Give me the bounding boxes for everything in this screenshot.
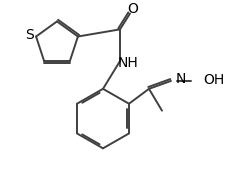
Text: OH: OH [203, 73, 224, 87]
Text: O: O [128, 1, 138, 16]
Text: NH: NH [118, 56, 138, 70]
Text: S: S [25, 28, 33, 41]
Text: N: N [176, 72, 186, 86]
